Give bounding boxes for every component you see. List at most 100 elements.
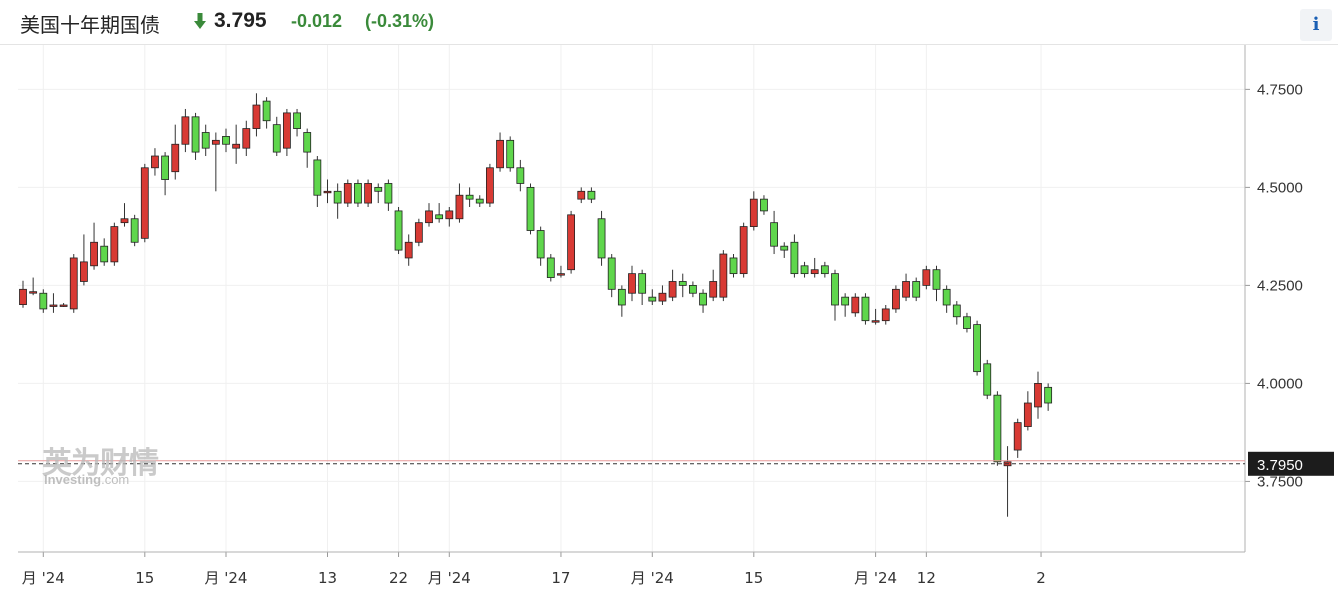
candle-body-up [232,143,241,149]
candle [374,183,383,204]
candle [820,261,829,278]
last-price: 3.795 [214,9,267,32]
candle [638,269,647,305]
x-tick-label: 12 [917,569,936,587]
x-tick-label: 2 [1036,569,1046,587]
candle [1023,391,1032,431]
watermark-logo-cn: 英为财情 [42,446,159,481]
candle-body-down [993,394,1002,463]
candle-body-up [140,167,149,239]
price-change: -0.012 [291,11,343,31]
candle-body-up [881,308,890,322]
candle [607,254,616,298]
candle-body-down [161,155,170,180]
candle-body-up [282,112,291,149]
x-tick-label: 13 [318,569,337,587]
candle [617,285,626,317]
y-tick-label: 4.7500 [1257,81,1303,98]
candle-body-down [201,132,210,149]
candle [689,281,697,298]
candle-body-up [242,128,251,149]
candle-body-down [800,265,809,275]
candle [881,305,890,325]
candle-body-up [59,304,68,307]
candle-body-up [211,139,220,145]
y-tick-label: 4.0000 [1257,375,1303,392]
candle-body-up [496,139,504,169]
candle-body-down [780,245,789,251]
candle [557,265,565,278]
candle-body-down [526,186,535,231]
candle [171,124,180,180]
candle-body-up [739,226,748,275]
candle-body-up [252,104,261,129]
candle-body-down [516,167,525,184]
candle [130,214,139,247]
candle-body-down [841,296,850,306]
candle [354,179,362,207]
candle-body-down [475,198,484,204]
candle-body-down [506,139,515,169]
candle-body-down [536,230,545,259]
watermark-domain: .com [101,472,130,487]
candle-body-up [29,291,38,294]
candle [800,261,809,278]
candle-body-up [414,222,423,243]
candle-body-up [719,253,728,298]
candle-body-up [110,226,119,263]
candle [831,269,839,321]
candle-body-down [597,218,606,259]
candle-body-up [749,198,758,227]
candle-body-down [699,292,707,306]
candle [455,183,464,223]
instrument-title: 美国十年期国债 [20,13,160,37]
candle-body-down [983,363,992,396]
candle [729,254,738,278]
candle-body-up [445,210,454,220]
candle [851,293,860,317]
candle [201,124,210,157]
x-tick-label: 月 '24 [631,569,674,587]
candle [191,112,200,160]
candlestick-chart[interactable]: 4.7500 4.5000 4.2500 4.0000 3.7500 月 '24 15 月 '… [0,45,1338,606]
candle [69,254,78,313]
watermark-logo-en: Investing.com [44,472,129,487]
current-price-box [1248,451,1334,476]
candle [394,206,403,255]
candle [536,226,545,266]
candle [973,320,981,376]
candle [252,93,261,137]
candle-body-down [790,241,799,275]
candle-body-up [455,194,464,220]
candle-body-up [485,167,494,204]
candle [983,359,992,400]
candle [80,234,88,286]
candle [952,301,961,325]
watermark-brand: Investing [44,472,102,487]
candle-body-down [587,190,596,200]
candle-body-up [668,281,677,298]
candle-body-up [171,143,180,173]
candle [892,285,900,313]
candle [414,218,423,247]
candle [739,222,748,278]
candle [942,285,951,313]
candle [313,156,322,207]
candle-body-down [831,273,839,306]
y-tick-label: 4.2500 [1257,277,1303,294]
candle [465,187,474,207]
candle [475,195,484,207]
candle-body-up [567,214,575,271]
candle-body-down [638,273,647,294]
candle-body-up [709,281,718,298]
candle [1034,371,1042,419]
candle-body-down [770,222,778,247]
candle-body-up [577,190,586,200]
info-button[interactable]: i [1300,9,1332,41]
x-tick-label: 月 '24 [854,569,897,587]
candle [445,206,454,227]
current-price-label: 3.7950 [1257,457,1303,474]
candle-body-up [181,116,190,145]
candle-body-up [323,190,332,194]
candle-body-down [354,183,362,204]
